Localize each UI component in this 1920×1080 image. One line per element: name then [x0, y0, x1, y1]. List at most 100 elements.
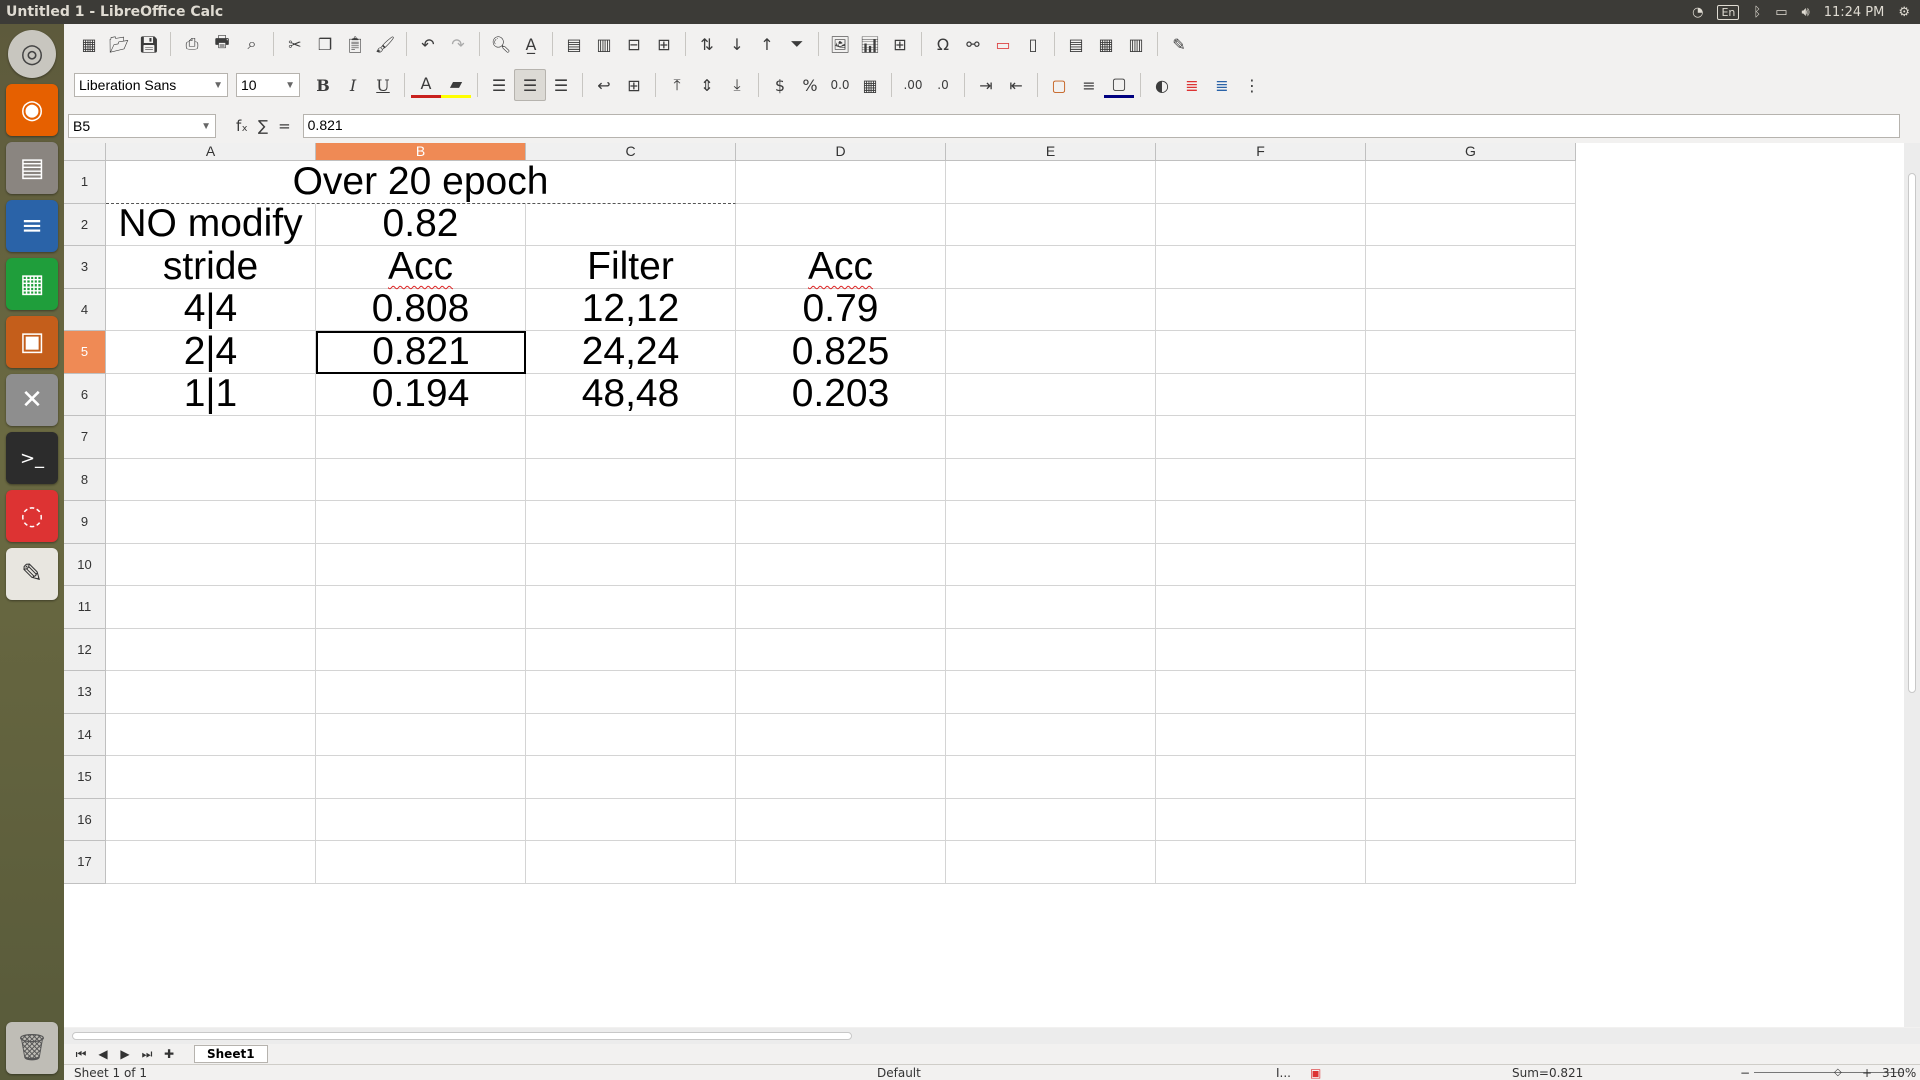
- row-header-2[interactable]: 2: [64, 203, 106, 246]
- new-spreadsheet-icon[interactable]: ▦: [81, 34, 97, 54]
- row-header-7[interactable]: 7: [64, 416, 106, 459]
- trash-icon[interactable]: 🗑︎: [6, 1022, 58, 1074]
- cell-g2[interactable]: [1366, 203, 1576, 246]
- cell-d3[interactable]: Acc: [736, 245, 946, 289]
- cell-d12[interactable]: [736, 628, 946, 671]
- cell-c17[interactable]: [526, 841, 736, 884]
- chevron-down-icon[interactable]: ▼: [201, 120, 211, 132]
- function-wizard-icon[interactable]: fₓ: [236, 117, 248, 135]
- horizontal-scrollbar[interactable]: [64, 1028, 1920, 1044]
- export-pdf-icon[interactable]: ⎙: [185, 34, 199, 53]
- document-viewer-icon[interactable]: ◌: [6, 490, 58, 542]
- cell-g13[interactable]: [1366, 671, 1576, 714]
- find-replace-icon[interactable]: 🔍︎: [490, 34, 512, 54]
- first-sheet-icon[interactable]: ⏮: [75, 1046, 87, 1061]
- undo-icon[interactable]: ↶: [421, 34, 435, 54]
- date-format-icon[interactable]: ▦: [862, 75, 878, 95]
- row-header-14[interactable]: 14: [64, 713, 106, 756]
- cell-c6[interactable]: 48,48: [526, 372, 736, 416]
- next-sheet-icon[interactable]: ▶: [120, 1047, 130, 1061]
- cell-c9[interactable]: [526, 501, 736, 544]
- cell-e6[interactable]: [946, 373, 1156, 416]
- cell-b4[interactable]: 0.808: [316, 287, 526, 331]
- pivot-table-icon[interactable]: ⊞: [893, 34, 907, 54]
- freeze-rows-columns-icon[interactable]: ▦: [1098, 34, 1114, 54]
- cell-g5[interactable]: [1366, 331, 1576, 374]
- settings-icon[interactable]: ✕: [6, 374, 58, 426]
- currency-format-icon[interactable]: $: [774, 75, 786, 95]
- cell-b2[interactable]: 0.82: [316, 202, 526, 246]
- cell-f1[interactable]: [1156, 161, 1366, 204]
- print-preview-icon[interactable]: ⌕: [247, 34, 257, 53]
- cell-e1[interactable]: [946, 161, 1156, 204]
- cell-c14[interactable]: [526, 713, 736, 756]
- cell-g12[interactable]: [1366, 628, 1576, 671]
- show-grid-icon[interactable]: ≣: [1185, 75, 1199, 95]
- cell-f8[interactable]: [1156, 458, 1366, 501]
- sum-icon[interactable]: ∑: [257, 117, 269, 135]
- zoom-level[interactable]: 310%: [1882, 1066, 1917, 1080]
- cell-a2[interactable]: NO modify: [106, 202, 316, 246]
- cell-g8[interactable]: [1366, 458, 1576, 501]
- cell-d8[interactable]: [736, 458, 946, 501]
- cell-f3[interactable]: [1156, 246, 1366, 289]
- cell-f9[interactable]: [1156, 501, 1366, 544]
- cell-f6[interactable]: [1156, 373, 1366, 416]
- cell-f13[interactable]: [1156, 671, 1366, 714]
- cell-b7[interactable]: [316, 416, 526, 459]
- gear-icon[interactable]: ⚙: [1898, 4, 1910, 20]
- cell-b6[interactable]: 0.194: [316, 372, 526, 416]
- cell-a3[interactable]: stride: [106, 245, 316, 289]
- align-bottom-icon[interactable]: ⤓: [733, 75, 741, 94]
- impress-icon[interactable]: ▣: [6, 316, 58, 368]
- bluetooth-icon[interactable]: ᛒ: [1753, 4, 1762, 20]
- keyboard-layout-indicator[interactable]: En: [1717, 4, 1740, 20]
- row-header-9[interactable]: 9: [64, 501, 106, 544]
- cell-e8[interactable]: [946, 458, 1156, 501]
- increase-indent-icon[interactable]: ⇥: [979, 75, 993, 95]
- cell-d5[interactable]: 0.825: [736, 330, 946, 374]
- cell-c3[interactable]: Filter: [526, 245, 736, 289]
- italic-icon[interactable]: I: [349, 75, 357, 95]
- cell-c2[interactable]: [526, 203, 736, 246]
- clock[interactable]: 11:24 PM: [1823, 4, 1885, 20]
- cell-b17[interactable]: [316, 841, 526, 884]
- border-color-icon[interactable]: ▢: [1104, 73, 1134, 98]
- chevron-down-icon[interactable]: ▼: [285, 79, 295, 91]
- cell-e5[interactable]: [946, 331, 1156, 374]
- cell-d7[interactable]: [736, 416, 946, 459]
- zoom-slider-handle[interactable]: ◇: [1834, 1067, 1842, 1078]
- row-header-15[interactable]: 15: [64, 756, 106, 799]
- print-icon[interactable]: 🖶: [214, 31, 230, 51]
- cell-d11[interactable]: [736, 586, 946, 629]
- cell-d14[interactable]: [736, 713, 946, 756]
- delete-column-icon[interactable]: ⊞: [657, 34, 671, 54]
- zoom-slider[interactable]: [1754, 1072, 1904, 1073]
- insert-chart-icon[interactable]: 📊︎: [859, 34, 881, 54]
- cell-a1[interactable]: Over 20 epoch: [106, 160, 736, 204]
- highlighting-color-icon[interactable]: ▰: [441, 73, 471, 98]
- formula-icon[interactable]: =: [278, 117, 291, 135]
- cell-e7[interactable]: [946, 416, 1156, 459]
- cell-a8[interactable]: [106, 458, 316, 501]
- terminal-icon[interactable]: >_: [6, 432, 58, 484]
- name-box[interactable]: B5 ▼: [68, 114, 216, 138]
- cell-c11[interactable]: [526, 586, 736, 629]
- last-sheet-icon[interactable]: ⏭: [141, 1046, 153, 1061]
- row-header-16[interactable]: 16: [64, 798, 106, 841]
- comment-icon[interactable]: ▭: [995, 34, 1011, 54]
- cell-f14[interactable]: [1156, 713, 1366, 756]
- row-header-8[interactable]: 8: [64, 458, 106, 501]
- cell-g9[interactable]: [1366, 501, 1576, 544]
- cell-d16[interactable]: [736, 798, 946, 841]
- cell-c8[interactable]: [526, 458, 736, 501]
- add-sheet-icon[interactable]: ✚: [163, 1047, 175, 1061]
- chevron-down-icon[interactable]: ▼: [213, 79, 223, 91]
- firefox-icon[interactable]: ◉: [6, 84, 58, 136]
- wifi-icon[interactable]: ◔: [1692, 4, 1704, 20]
- add-decimal-icon[interactable]: .00: [903, 78, 923, 92]
- cell-e17[interactable]: [946, 841, 1156, 884]
- cell-b12[interactable]: [316, 628, 526, 671]
- cell-d13[interactable]: [736, 671, 946, 714]
- split-window-icon[interactable]: ▥: [1128, 34, 1144, 54]
